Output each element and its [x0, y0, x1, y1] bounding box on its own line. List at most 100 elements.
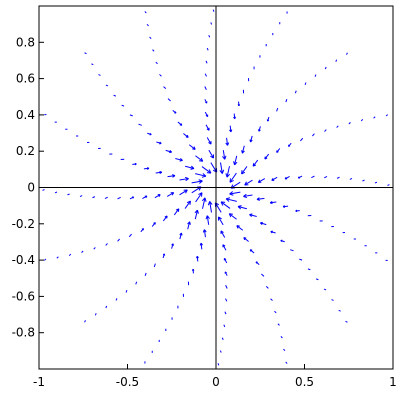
- field-arrow: [229, 191, 241, 196]
- field-arrow: [94, 313, 97, 316]
- field-arrow: [222, 150, 227, 160]
- y-tick-label: 0.6: [16, 72, 35, 86]
- field-arrow: [92, 196, 96, 199]
- field-arrow: [349, 178, 353, 180]
- field-arrow: [166, 192, 175, 197]
- field-arrow: [220, 201, 231, 209]
- field-arrow: [220, 230, 226, 238]
- field-arrow: [105, 84, 109, 87]
- field-arrow: [280, 336, 283, 339]
- field-arrow: [205, 215, 210, 225]
- field-arrow: [297, 175, 303, 179]
- field-arrow: [338, 309, 341, 312]
- field-arrow: [335, 59, 338, 62]
- field-arrow: [387, 184, 390, 186]
- field-arrow: [249, 135, 253, 143]
- field-arrow: [217, 363, 220, 366]
- field-arrow: [179, 232, 183, 240]
- field-arrow: [84, 52, 87, 55]
- field-arrow: [255, 261, 260, 265]
- field-arrow: [143, 167, 150, 170]
- field-arrow: [243, 237, 249, 242]
- field-arrow: [208, 35, 211, 38]
- field-arrow: [249, 249, 255, 254]
- field-arrow: [191, 268, 195, 274]
- field-arrow: [191, 179, 203, 184]
- field-arrow: [98, 74, 101, 76]
- field-arrow: [257, 178, 266, 183]
- field-arrow: [153, 263, 156, 268]
- field-arrow: [225, 166, 231, 178]
- field-arrow: [284, 176, 290, 180]
- x-tick-label: 1: [389, 375, 397, 389]
- field-arrow: [300, 137, 304, 142]
- field-arrow: [195, 173, 207, 178]
- field-arrow: [132, 162, 137, 166]
- field-arrow: [233, 155, 238, 166]
- field-arrow: [162, 215, 168, 222]
- field-arrow: [225, 137, 230, 146]
- field-arrow: [270, 298, 273, 301]
- field-arrow: [276, 107, 279, 112]
- field-arrow: [204, 111, 209, 118]
- field-arrow: [324, 175, 328, 179]
- field-arrow: [196, 255, 199, 262]
- field-arrow: [223, 257, 228, 264]
- field-arrow: [79, 195, 83, 197]
- field-arrow: [315, 278, 319, 281]
- x-tick-label: 0.5: [295, 375, 314, 389]
- field-arrow: [185, 165, 195, 170]
- field-arrow: [194, 209, 199, 220]
- x-tick-label: -1: [33, 375, 45, 389]
- field-arrow: [42, 189, 45, 191]
- field-arrow: [282, 205, 289, 208]
- y-tick-label: 0.8: [16, 35, 35, 49]
- field-arrow: [252, 159, 259, 167]
- field-arrow: [249, 213, 257, 218]
- field-arrow: [219, 350, 222, 353]
- field-arrow: [299, 258, 303, 261]
- field-arrow: [177, 121, 183, 126]
- field-arrow: [243, 193, 253, 199]
- field-arrow: [374, 181, 378, 184]
- field-arrow: [274, 310, 277, 314]
- field-arrow: [225, 298, 228, 302]
- field-arrow: [128, 233, 132, 238]
- field-arrow: [323, 288, 327, 291]
- field-arrow: [129, 196, 135, 200]
- field-arrow: [146, 23, 149, 27]
- field-arrow: [324, 129, 327, 132]
- field-arrow: [167, 174, 176, 178]
- field-arrow: [195, 155, 204, 162]
- field-arrow: [224, 311, 227, 315]
- field-arrow: [121, 104, 125, 107]
- field-arrow: [179, 176, 189, 182]
- field-arrow: [204, 99, 208, 104]
- field-arrow: [43, 258, 47, 261]
- field-arrow: [224, 271, 228, 276]
- field-arrow: [91, 63, 94, 66]
- field-arrow: [138, 123, 142, 126]
- field-arrow: [345, 320, 348, 323]
- field-arrow: [285, 99, 288, 103]
- field-arrow: [270, 230, 276, 234]
- field-arrow: [385, 114, 389, 117]
- field-arrow: [307, 268, 311, 271]
- field-arrow: [256, 197, 265, 201]
- y-tick-label: -0.8: [12, 326, 35, 340]
- arrows-layer: [42, 9, 390, 366]
- field-arrow: [204, 73, 207, 77]
- field-arrow: [155, 170, 163, 175]
- field-arrow: [155, 61, 158, 65]
- field-arrow: [68, 253, 72, 256]
- field-arrow: [147, 132, 152, 136]
- field-arrow: [162, 253, 166, 259]
- field-arrow: [217, 216, 224, 226]
- field-arrow: [260, 221, 267, 226]
- field-arrow: [201, 166, 212, 174]
- field-arrow: [294, 90, 297, 94]
- field-arrow: [223, 324, 226, 328]
- field-arrow: [324, 66, 327, 70]
- field-arrow: [225, 197, 237, 202]
